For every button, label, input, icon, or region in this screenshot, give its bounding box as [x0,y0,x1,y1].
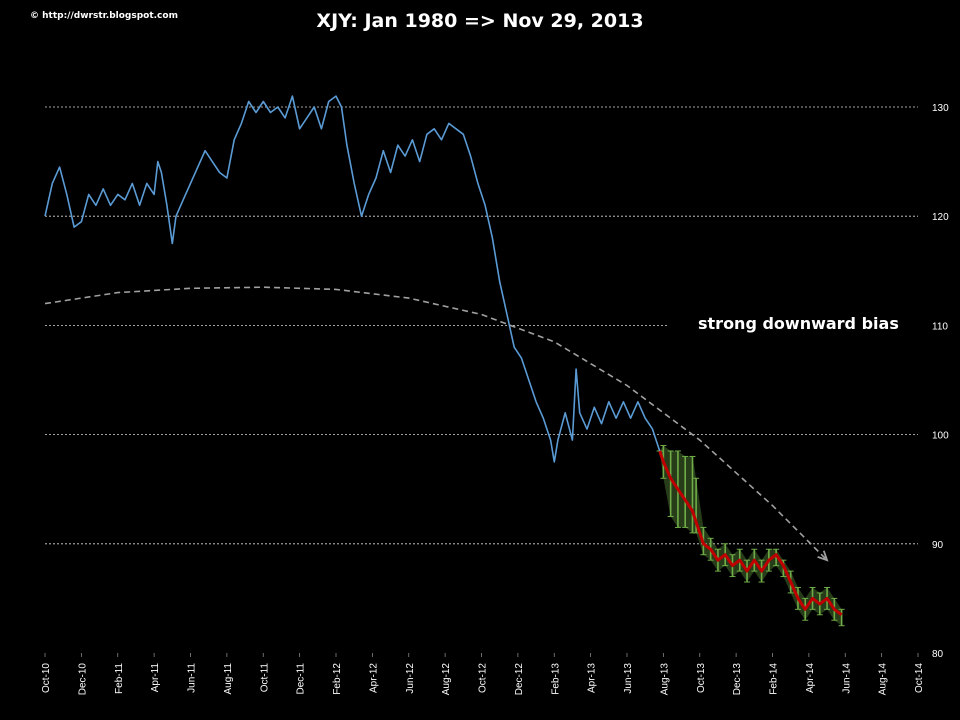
x-tick-label: Dec-13 [732,663,743,696]
x-tick-label: Aug-13 [659,663,670,696]
x-tick-label: Jun-14 [841,663,852,694]
x-tick-label: Dec-12 [514,663,525,696]
y-tick-labels: 80 90 100 110 120 130 [932,103,949,660]
x-tick-label: Apr-12 [368,663,379,693]
y-tick-label: 80 [932,649,944,660]
x-tick-label: Aug-12 [441,663,452,696]
x-tick-label: Dec-10 [77,663,88,696]
x-tick-label: Apr-13 [587,663,598,693]
x-tick-label: Dec-11 [296,663,307,695]
trend-arrowhead [817,550,829,562]
credit-text: © http://dwrstr.blogspot.com [30,11,178,21]
y-tick-label: 90 [932,540,944,551]
y-tick-label: 110 [932,321,948,332]
y-tick-label: 130 [932,103,949,114]
gridlines [45,106,918,545]
x-tick-label: Apr-11 [150,663,161,693]
x-tick-label: Oct-13 [696,663,707,693]
trend-annotation: strong downward bias [698,314,899,333]
chart-title: XJY: Jan 1980 => Nov 29, 2013 [316,10,644,32]
forecast-band-area [659,445,842,626]
x-tick-label: Aug-14 [878,663,889,696]
x-tick-label: Feb-14 [769,663,780,695]
forecast-mean-line [658,450,843,616]
x-tick-label: Aug-11 [223,663,234,695]
x-tick-label: Jun-13 [623,663,634,694]
x-tick-label: Feb-12 [332,663,343,695]
x-tick-label: Jun-11 [187,663,198,693]
series-layer [44,95,845,627]
x-tick-label: Oct-14 [914,663,925,693]
x-tick-label: Jun-12 [405,663,416,694]
x-tick-labels: Oct-10 Dec-10 Feb-11 Apr-11 Jun-11 Aug-11 Oct-… [41,653,925,695]
x-tick-label: Oct-11 [259,663,270,693]
price-line [44,95,661,463]
y-tick-label: 100 [932,431,949,442]
y-tick-label: 120 [932,212,949,223]
x-tick-label: Oct-10 [41,663,52,693]
x-tick-label: Apr-14 [805,663,816,693]
x-tick-label: Feb-11 [114,663,125,694]
x-tick-label: Feb-13 [550,663,561,695]
x-tick-label: Oct-12 [478,663,489,693]
trend-curve [44,286,828,561]
